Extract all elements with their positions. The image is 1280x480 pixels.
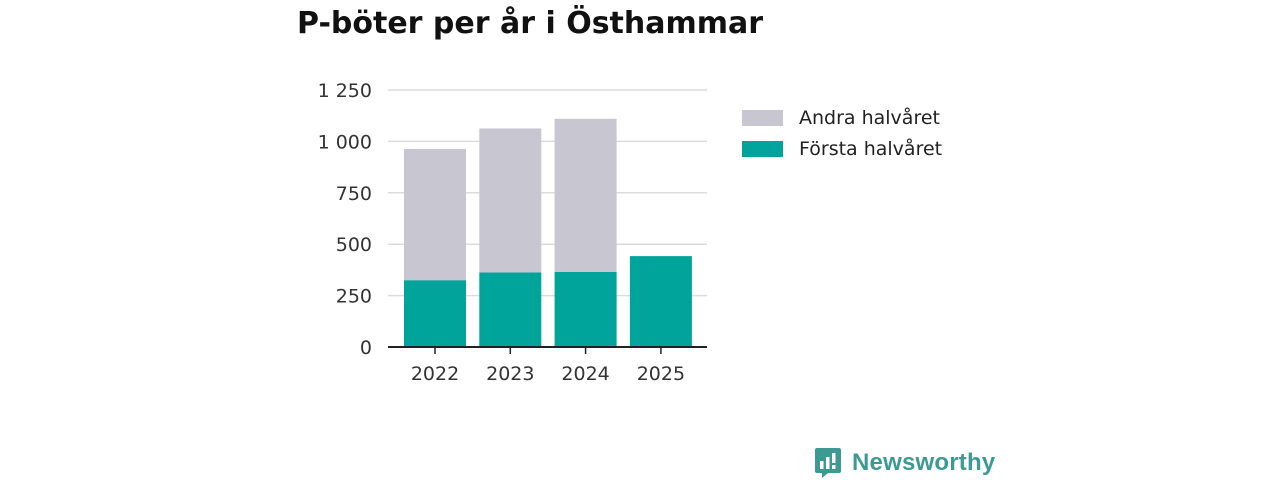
legend-swatch-forsta-halvaret [742,141,783,157]
chart-title: P-böter per år i Östhammar [297,6,764,41]
x-tick-label: 2025 [637,363,685,385]
y-axis-tick-labels: 0 250 500 750 1 000 1 250 [318,80,372,359]
bars [404,118,692,347]
brand-name: Newsworthy [852,449,996,476]
x-axis [388,346,707,354]
bar-andra-halvaret-2024 [554,118,617,272]
legend-label-forsta-halvaret: Första halvåret [799,138,943,160]
x-axis-tick-labels: 2022 2023 2024 2025 [411,363,685,385]
legend-item-andra-halvaret: Andra halvåret [742,103,942,133]
newsworthy-logo-icon [815,448,841,478]
y-tick-label: 250 [336,286,372,308]
bar-forsta-halvaret-2024 [554,271,617,347]
legend: Andra halvåret Första halvåret [742,103,942,165]
x-tick-label: 2023 [486,363,534,385]
legend-item-forsta-halvaret: Första halvåret [742,134,942,164]
y-tick-label: 0 [360,337,372,359]
bar-forsta-halvaret-2025 [629,256,692,347]
newsworthy-brand: Newsworthy [814,447,995,479]
x-tick-label: 2024 [561,363,609,385]
y-tick-label: 1 250 [318,80,372,102]
bar-forsta-halvaret-2023 [479,272,542,347]
legend-label-andra-halvaret: Andra halvåret [799,107,940,129]
legend-swatch-andra-halvaret [742,110,783,126]
bar-andra-halvaret-2022 [404,149,466,281]
bar-andra-halvaret-2023 [479,128,542,273]
y-tick-label: 1 000 [318,131,372,153]
x-tick-label: 2022 [411,363,459,385]
y-tick-label: 750 [336,183,372,205]
bar-forsta-halvaret-2022 [404,280,466,347]
y-tick-label: 500 [336,234,372,256]
